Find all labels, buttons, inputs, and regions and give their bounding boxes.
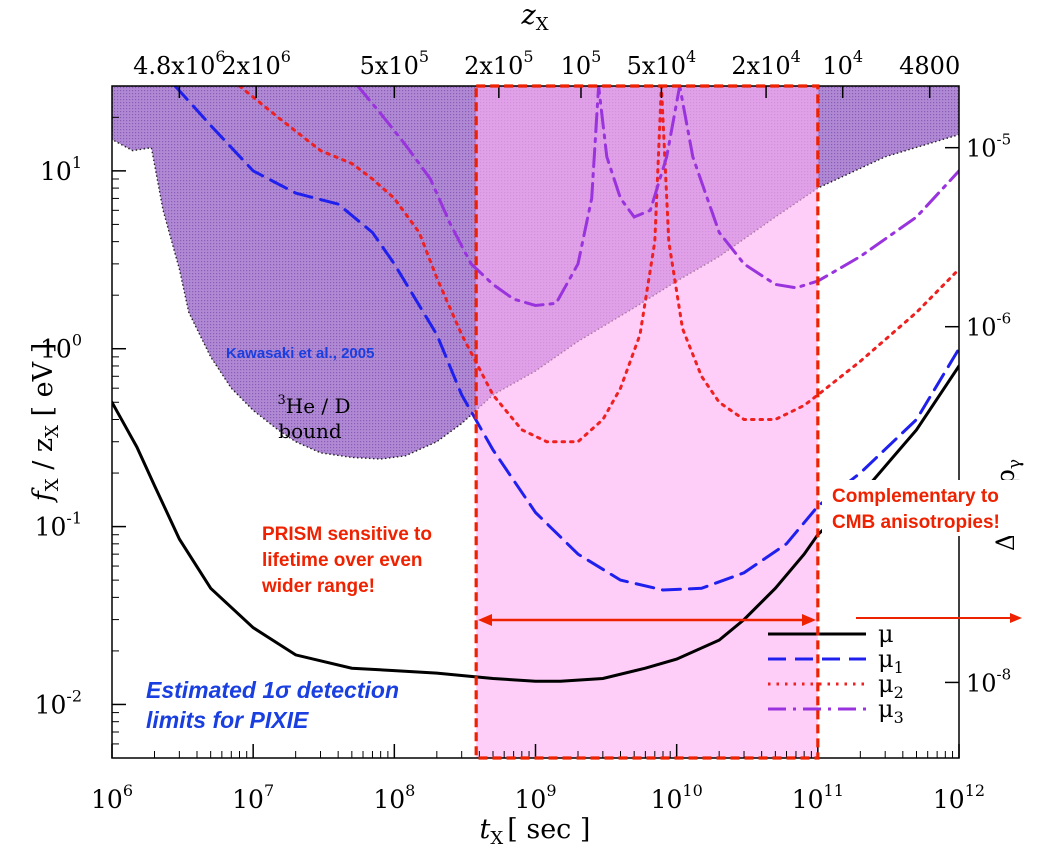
y-tick-label: 10-2: [35, 686, 82, 719]
series-line-1: [173, 86, 959, 592]
series-line-0: [112, 364, 959, 683]
top-tick-label: 5x104: [627, 47, 697, 80]
pixie-annotation-line2: limits for PIXIE: [146, 707, 309, 733]
top-tick-label: 104: [822, 47, 863, 80]
prism-annotation-line3: wider range!: [261, 576, 375, 597]
top-tick-label: 2x106: [221, 47, 291, 80]
top-tick-label: 4.8x106: [133, 47, 225, 80]
x-tick-label: 108: [373, 781, 415, 814]
top-axis-label: zX: [520, 0, 548, 35]
region-prism-border: [474, 84, 820, 760]
prism-range-arrow: [478, 614, 816, 626]
prism-annotation-line1: PRISM sensitive to: [262, 524, 432, 545]
y-tick-label: 10-1: [35, 509, 82, 542]
pixie-annotation-line1: Estimated 1σ detection: [146, 677, 399, 703]
x-tick-label: 109: [515, 781, 557, 814]
top-tick-label: 5x105: [360, 47, 430, 80]
legend-label-3: μ3: [878, 695, 904, 727]
x-tick-label: 106: [91, 781, 133, 814]
legend-label-2: μ2: [878, 670, 904, 702]
hed-bound-label: bound: [278, 419, 342, 443]
series-line-3: [356, 86, 959, 308]
right-tick-label: 10-8: [966, 665, 1011, 697]
prism-annotation-line2: lifetime over even: [262, 550, 423, 571]
top-tick-label: 2x105: [464, 47, 534, 80]
y-tick-label: 100: [40, 331, 82, 364]
y-axis-label: fX / zX [ eV ]: [28, 343, 63, 503]
kawasaki-label: Kawasaki et al., 2005: [226, 345, 374, 362]
cmb-annotation-line2: CMB anisotropies!: [832, 512, 1000, 533]
legend-label-1: μ1: [878, 645, 904, 677]
y-tick-label: 101: [40, 153, 82, 186]
region-prism-range: [476, 86, 818, 758]
hed-label: 3He / D: [277, 393, 350, 418]
series-line-2: [238, 86, 959, 444]
x-tick-label: 1010: [651, 781, 703, 814]
top-tick-label: 4800: [899, 52, 960, 80]
x-tick-label: 107: [232, 781, 274, 814]
cmb-annotation-bg: [822, 480, 1054, 536]
x-tick-label: 1012: [933, 781, 985, 814]
right-tick-label: 10-5: [966, 131, 1011, 163]
shaded-regions: [112, 86, 959, 758]
top-tick-label: 105: [561, 47, 602, 80]
cmb-arrow: [856, 613, 1022, 623]
legend-label-0: μ: [878, 620, 894, 648]
series-lines: [112, 86, 959, 683]
axis-ticks: 106 107 108 109 1010 1011 1012 10-2 10-1 100 101 4.…: [35, 47, 1012, 814]
x-axis-label: tX[ sec ]: [480, 814, 591, 847]
x-tick-label: 1011: [792, 781, 844, 814]
top-tick-label: 2x104: [731, 47, 801, 80]
right-tick-label: 10-6: [966, 310, 1011, 342]
cmb-annotation-line1: Complementary to: [832, 486, 999, 507]
